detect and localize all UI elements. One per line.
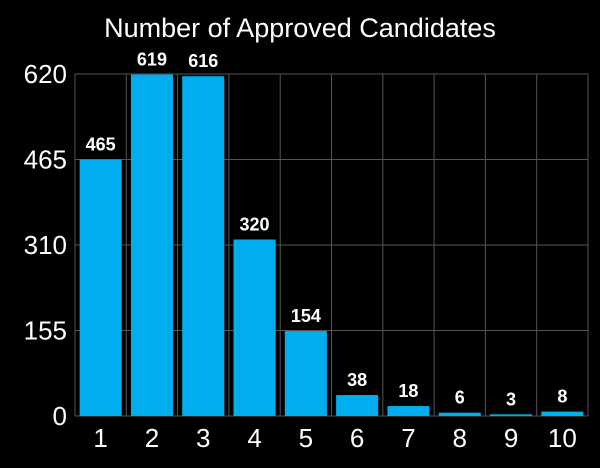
x-tick-label: 8 [453,423,467,453]
bar-1 [79,159,122,416]
x-tick-label: 7 [401,423,415,453]
bar-8 [438,412,481,416]
data-label-7: 18 [398,381,418,401]
bar-4 [233,239,276,416]
bar-2 [130,74,173,417]
x-tick-label: 6 [350,423,364,453]
x-tick-label: 2 [145,423,159,453]
data-label-4: 320 [240,214,270,234]
data-label-5: 154 [291,306,321,326]
x-tick-label: 9 [504,423,518,453]
y-tick-label: 620 [24,59,67,89]
x-tick-label: 10 [548,423,577,453]
data-label-3: 616 [188,51,218,71]
bar-10 [541,411,584,416]
data-label-2: 619 [137,50,167,70]
x-axis-ticks: 1 2 3 4 5 6 7 8 9 10 [93,423,576,453]
y-tick-label: 465 [24,145,67,175]
y-axis-ticks: 0 155 310 465 620 [24,59,67,431]
data-label-8: 6 [455,388,465,408]
bar-9 [490,414,533,416]
y-tick-label: 310 [24,230,67,260]
data-label-10: 8 [557,387,567,407]
x-tick-label: 4 [247,423,261,453]
bar-5 [284,331,327,416]
data-label-1: 465 [86,135,116,155]
bar-3 [182,76,225,416]
bars [79,74,584,417]
data-label-9: 3 [506,389,516,409]
y-tick-label: 0 [53,401,67,431]
bar-6 [336,395,379,416]
x-tick-label: 3 [196,423,210,453]
bar-7 [387,406,430,416]
x-tick-label: 5 [299,423,313,453]
x-tick-label: 1 [93,423,107,453]
data-label-6: 38 [347,370,367,390]
y-tick-label: 155 [24,316,67,346]
chart-title: Number of Approved Candidates [104,13,496,43]
